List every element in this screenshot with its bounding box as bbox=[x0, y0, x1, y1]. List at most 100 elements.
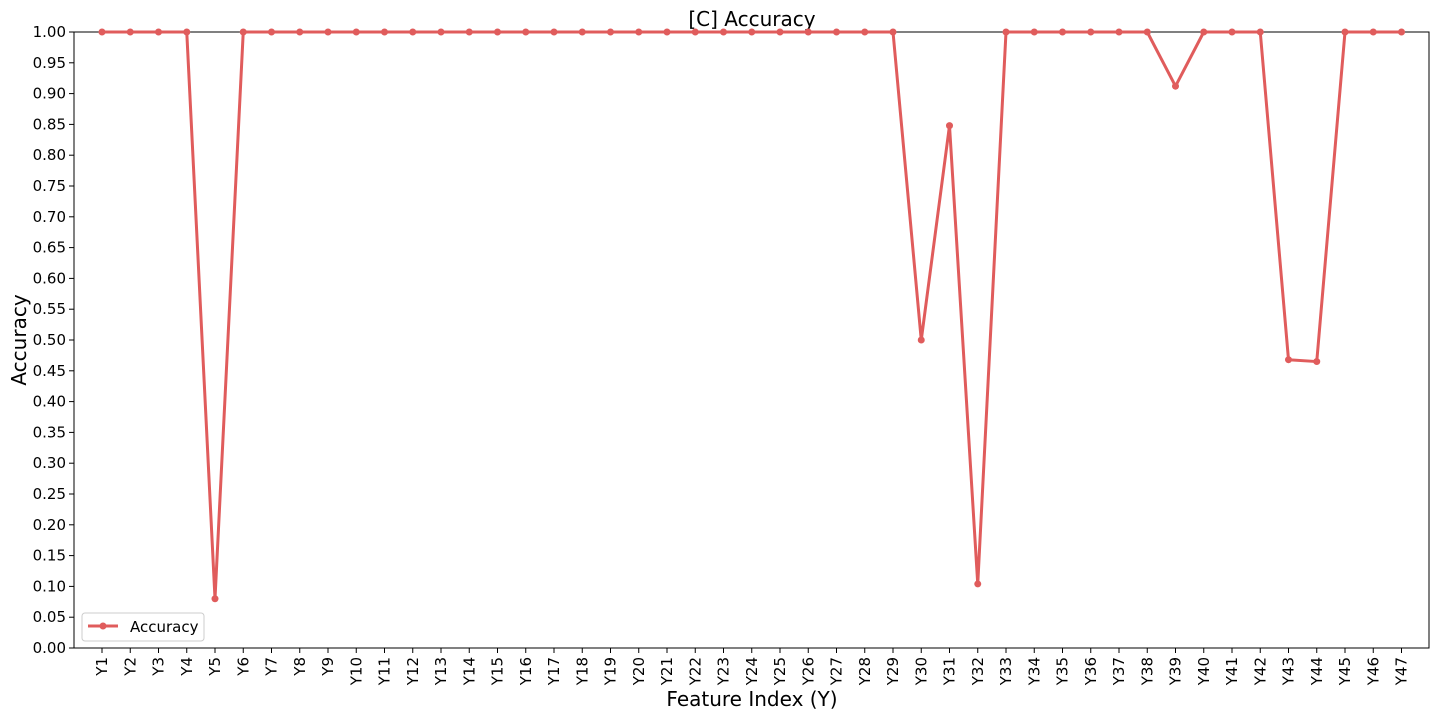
y-tick-label: 1.00 bbox=[33, 23, 66, 41]
x-tick-label: Y15 bbox=[489, 657, 507, 686]
y-tick-label: 0.70 bbox=[33, 208, 66, 226]
x-tick-label: Y34 bbox=[1025, 657, 1043, 686]
y-tick-label: 0.20 bbox=[33, 516, 66, 534]
x-tick-label: Y22 bbox=[686, 657, 704, 686]
x-tick-label: Y9 bbox=[319, 657, 337, 677]
data-point bbox=[974, 580, 982, 588]
x-tick-label: Y35 bbox=[1054, 657, 1072, 686]
x-tick-label: Y45 bbox=[1336, 657, 1354, 686]
series-line-accuracy bbox=[102, 30, 1402, 601]
data-point bbox=[239, 28, 247, 36]
data-point bbox=[1398, 28, 1405, 36]
x-tick-label: Y42 bbox=[1251, 657, 1269, 686]
data-point bbox=[324, 28, 332, 36]
data-point bbox=[522, 28, 530, 36]
y-tick-label: 0.95 bbox=[33, 54, 66, 72]
data-point bbox=[748, 28, 756, 36]
y-axis-ticks: 0.00 0.05 0.10 0.15 0.20 0.25 0.30 0.35 0.40 0.45… bbox=[33, 23, 74, 657]
data-point bbox=[1369, 28, 1377, 36]
data-point bbox=[381, 28, 388, 36]
x-tick-label: Y37 bbox=[1110, 657, 1128, 686]
legend: Accuracy bbox=[81, 612, 205, 642]
data-point bbox=[861, 28, 869, 36]
data-point bbox=[804, 28, 812, 36]
data-point bbox=[98, 28, 106, 36]
data-point bbox=[409, 28, 417, 36]
data-point bbox=[183, 28, 191, 36]
data-point bbox=[1285, 356, 1292, 364]
data-point bbox=[1059, 28, 1066, 36]
x-tick-label: Y39 bbox=[1167, 657, 1185, 686]
y-tick-label: 0.10 bbox=[33, 577, 66, 595]
data-point bbox=[578, 28, 586, 36]
data-point bbox=[663, 28, 671, 36]
legend-entry-accuracy: Accuracy bbox=[130, 618, 199, 636]
x-tick-label: Y32 bbox=[969, 657, 987, 686]
x-axis-label: Feature Index (Y) bbox=[666, 687, 837, 711]
chart-title: [C] Accuracy bbox=[688, 7, 815, 31]
x-tick-label: Y38 bbox=[1138, 657, 1156, 686]
x-tick-label: Y24 bbox=[743, 657, 761, 686]
data-point bbox=[776, 28, 784, 36]
y-tick-label: 0.60 bbox=[33, 269, 66, 287]
data-point bbox=[1228, 28, 1236, 36]
data-point bbox=[720, 28, 727, 36]
data-point bbox=[465, 28, 473, 36]
y-tick-label: 0.00 bbox=[33, 639, 66, 657]
y-tick-label: 0.40 bbox=[33, 393, 66, 411]
data-point bbox=[833, 28, 840, 36]
x-tick-label: Y10 bbox=[347, 657, 365, 686]
y-tick-label: 0.80 bbox=[33, 146, 66, 164]
x-tick-label: Y5 bbox=[206, 657, 224, 677]
data-point bbox=[1002, 28, 1010, 36]
data-point bbox=[691, 28, 699, 36]
x-tick-label: Y28 bbox=[856, 657, 874, 686]
y-tick-label: 0.50 bbox=[33, 331, 66, 349]
y-tick-label: 0.45 bbox=[33, 362, 66, 380]
data-point bbox=[494, 28, 501, 36]
x-tick-label: Y41 bbox=[1223, 657, 1241, 686]
x-tick-label: Y29 bbox=[884, 657, 902, 686]
y-tick-label: 0.15 bbox=[33, 547, 66, 565]
x-tick-label: Y26 bbox=[799, 657, 817, 686]
y-tick-label: 0.75 bbox=[33, 177, 66, 195]
legend-box bbox=[81, 612, 205, 642]
data-point bbox=[635, 28, 643, 36]
x-tick-label: Y27 bbox=[828, 657, 846, 686]
data-point bbox=[946, 122, 953, 130]
x-tick-label: Y33 bbox=[997, 657, 1015, 686]
data-point bbox=[1115, 28, 1123, 36]
x-tick-label: Y17 bbox=[545, 657, 563, 686]
data-point bbox=[1313, 358, 1321, 366]
y-tick-label: 0.65 bbox=[33, 239, 66, 257]
x-tick-label: Y7 bbox=[263, 657, 281, 677]
plot-frame bbox=[73, 31, 1430, 649]
x-tick-label: Y30 bbox=[912, 657, 930, 686]
x-tick-label: Y25 bbox=[771, 657, 789, 686]
x-tick-label: Y47 bbox=[1393, 657, 1411, 686]
x-tick-label: Y18 bbox=[573, 657, 591, 686]
data-point bbox=[889, 28, 897, 36]
x-tick-label: Y43 bbox=[1280, 657, 1298, 686]
x-tick-label: Y13 bbox=[432, 657, 450, 686]
x-tick-label: Y46 bbox=[1364, 657, 1382, 686]
data-point bbox=[1087, 28, 1095, 36]
y-axis-label: Accuracy bbox=[7, 294, 31, 385]
x-tick-label: Y23 bbox=[715, 657, 733, 686]
x-tick-label: Y44 bbox=[1308, 657, 1326, 686]
x-tick-label: Y14 bbox=[460, 657, 478, 686]
x-tick-label: Y3 bbox=[150, 657, 168, 677]
data-point bbox=[550, 28, 558, 36]
data-point bbox=[126, 28, 134, 36]
data-point bbox=[352, 28, 360, 36]
data-point bbox=[607, 28, 614, 36]
series-layer bbox=[98, 28, 1405, 603]
data-point bbox=[1256, 28, 1264, 36]
x-tick-label: Y31 bbox=[941, 657, 959, 686]
data-point bbox=[211, 595, 219, 603]
y-tick-label: 0.90 bbox=[33, 85, 66, 103]
data-point bbox=[296, 28, 304, 36]
x-tick-label: Y6 bbox=[234, 657, 252, 677]
y-tick-label: 0.35 bbox=[33, 423, 66, 441]
